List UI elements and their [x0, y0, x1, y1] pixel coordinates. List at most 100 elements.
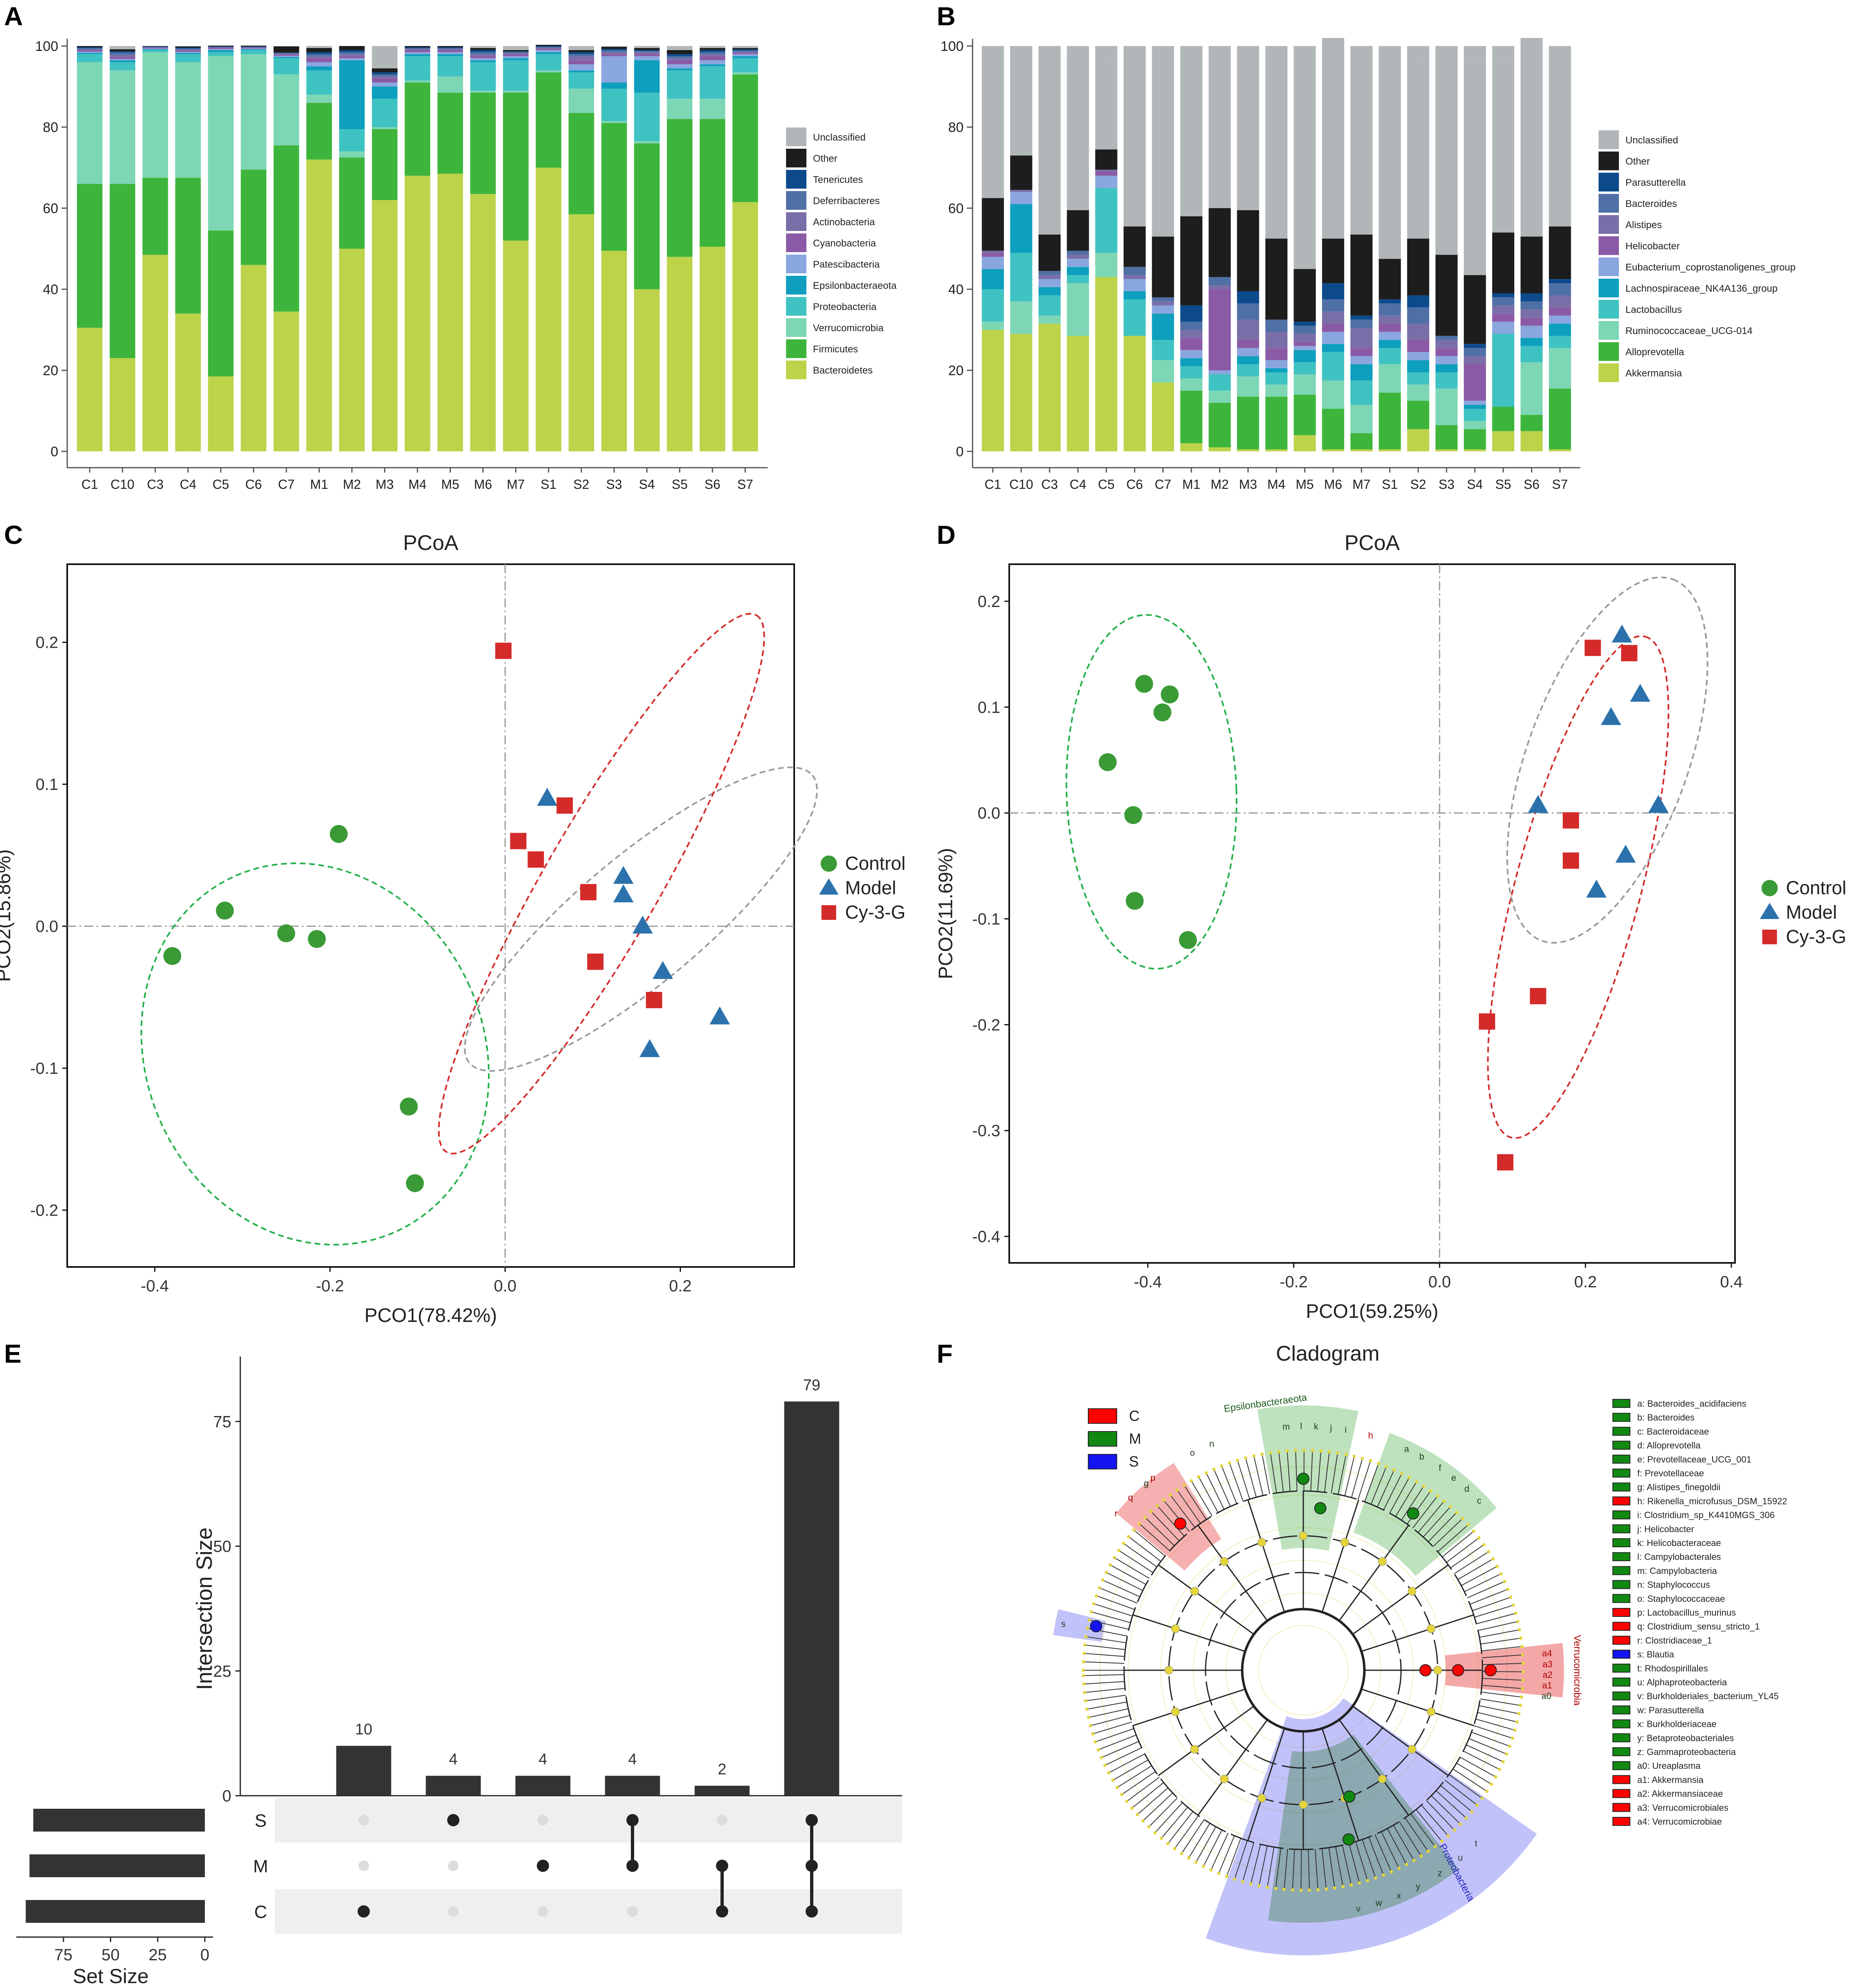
bar-segment-lachnospiraceae_nk4a136_group: [1435, 364, 1458, 372]
taxon-label: h: Rikenella_microfusus_DSM_15922: [1637, 1496, 1787, 1506]
taxon-swatch: [1612, 1678, 1630, 1687]
tree-leaf-branch: [1195, 1826, 1217, 1863]
x-tick-label: S1: [1382, 477, 1398, 492]
bar-segment-verrucomicrobia: [568, 88, 594, 113]
bar-segment-proteobacteria: [110, 62, 136, 70]
taxon-label: z: Gammaproteobacteria: [1637, 1747, 1736, 1757]
bar-segment-other: [339, 46, 365, 50]
legend-label: Parasutterella: [1625, 177, 1686, 188]
legend-label: Control: [845, 853, 905, 874]
bar-segment-patescibacteria: [175, 51, 201, 53]
legend-swatch: [786, 149, 806, 167]
bar-segment-ruminococcaceae_ucg-014: [1350, 405, 1373, 433]
taxon-swatch: [1612, 1705, 1630, 1715]
bar-segment-lactobacillus: [1294, 362, 1316, 374]
bar-segment-parasutterella: [1464, 344, 1486, 348]
tree-leaf-branch: [1198, 1476, 1219, 1513]
bar-segment-deferribacteres: [339, 52, 365, 54]
intersection-bar: [515, 1776, 571, 1796]
legend-swatch: [1599, 321, 1619, 340]
point-cy-3-g: [1497, 1154, 1513, 1171]
bar-segment-deferribacteres: [77, 48, 103, 49]
tree-ring: [1258, 1625, 1348, 1715]
bar-segment-patescibacteria: [77, 51, 103, 53]
tree-leaf-node: [1374, 1876, 1377, 1880]
matrix-dot-inactive: [717, 1815, 727, 1825]
bar-segment-other: [404, 46, 430, 47]
bar-segment-deferribacteres: [503, 52, 529, 53]
tree-leaf-node: [1141, 1819, 1145, 1823]
x-tick-label: C5: [213, 477, 229, 492]
tree-leaf-node: [1366, 1879, 1369, 1882]
tree-leaf-branch: [1421, 1805, 1449, 1836]
tree-leaf-branch: [1412, 1495, 1438, 1529]
tree-leaf-node: [1513, 1729, 1517, 1732]
tree-leaf-node: [1382, 1873, 1386, 1877]
intersection-value: 4: [628, 1751, 637, 1768]
tree-leaf-branch: [1174, 1815, 1199, 1849]
tree-leaf-branch: [1234, 1840, 1248, 1880]
bar-segment-other: [1180, 216, 1203, 306]
bar-segment-epsilonbacteraeota: [437, 54, 463, 56]
tree-leaf-node: [1344, 1453, 1348, 1456]
y-tick-label: 60: [43, 201, 58, 216]
tree-leaf-node: [1415, 1480, 1419, 1484]
tree-internal-branch: [1352, 1564, 1449, 1635]
x-tick-label: M4: [408, 477, 426, 492]
bar-segment-ruminococcaceae_ucg-014: [1435, 388, 1458, 425]
tree-leaf-node: [1220, 1464, 1223, 1468]
tree-leaf-node: [1257, 1884, 1261, 1887]
taxon-label: l: Campylobacterales: [1637, 1552, 1721, 1562]
bar-segment-parasutterella: [1379, 299, 1401, 303]
bar-segment-akkermansia: [982, 330, 1004, 451]
tree-leaf-branch: [1474, 1725, 1513, 1739]
legend-swatch: [1599, 152, 1619, 170]
taxon-label: d: Alloprevotella: [1637, 1440, 1701, 1451]
tree-leaf-node: [1505, 1752, 1509, 1756]
bar-segment-verrucomicrobia: [536, 70, 562, 73]
tree-leaf-branch: [1370, 1466, 1387, 1504]
point-cy-3-g: [1563, 812, 1579, 829]
clade-node-letter: v: [1356, 1904, 1360, 1914]
bar-segment-other: [1549, 226, 1571, 279]
bar-segment-alloprevotella: [1265, 396, 1288, 450]
bar-segment-cyanobacteria: [339, 56, 365, 58]
bar-segment-firmicutes: [372, 129, 398, 200]
tree-leaf-node: [1390, 1870, 1393, 1874]
tree-leaf-node: [1168, 1493, 1172, 1497]
bar-segment-patescibacteria: [339, 58, 365, 60]
bar-segment-actinobacteria: [667, 58, 693, 60]
tree-leaf-branch: [1481, 1646, 1522, 1652]
taxon-swatch: [1612, 1510, 1630, 1520]
bar-segment-other: [699, 48, 725, 50]
bar-segment-proteobacteria: [601, 88, 627, 121]
bar-segment-ruminococcaceae_ucg-014: [1180, 378, 1203, 391]
bar-segment-lachnospiraceae_nk4a136_group: [1464, 405, 1486, 409]
bar-segment-helicobacter: [1180, 338, 1203, 350]
x-tick-label: M3: [376, 477, 393, 492]
bar-segment-patescibacteria: [142, 48, 168, 49]
tree-leaf-branch: [1381, 1831, 1399, 1869]
tree-leaf-node: [1113, 1556, 1116, 1559]
taxon-label: a4: Verrucomicrobiae: [1637, 1816, 1722, 1827]
bar-segment-cyanobacteria: [306, 58, 332, 62]
x-tick-label: C1: [81, 477, 98, 492]
taxon-label: y: Betaproteobacteriales: [1637, 1733, 1734, 1743]
bar-segment-alloprevotella: [1379, 392, 1401, 450]
point-model: [1630, 684, 1651, 702]
chart-title: PCoA: [403, 531, 459, 555]
bar-segment-helicobacter: [1350, 348, 1373, 356]
x-tick-label: S4: [639, 477, 655, 492]
bar-segment-proteobacteria: [208, 52, 234, 56]
bar-segment-eubacterium_coprostanoligenes_group: [1038, 279, 1061, 288]
x-tick-label: C7: [278, 477, 295, 492]
taxon-swatch: [1612, 1747, 1630, 1756]
x-tick-label: M2: [1211, 477, 1229, 492]
tree-leaf-node: [1302, 1449, 1306, 1452]
bar-segment-patescibacteria: [732, 54, 758, 56]
tree-leaf-node: [1194, 1860, 1198, 1864]
bar-segment-remainder: [1464, 46, 1486, 58]
bar-segment-other: [634, 48, 660, 50]
bar-segment-lachnospiraceae_nk4a136_group: [1152, 313, 1174, 340]
bar-segment-alistipes: [1067, 255, 1089, 259]
